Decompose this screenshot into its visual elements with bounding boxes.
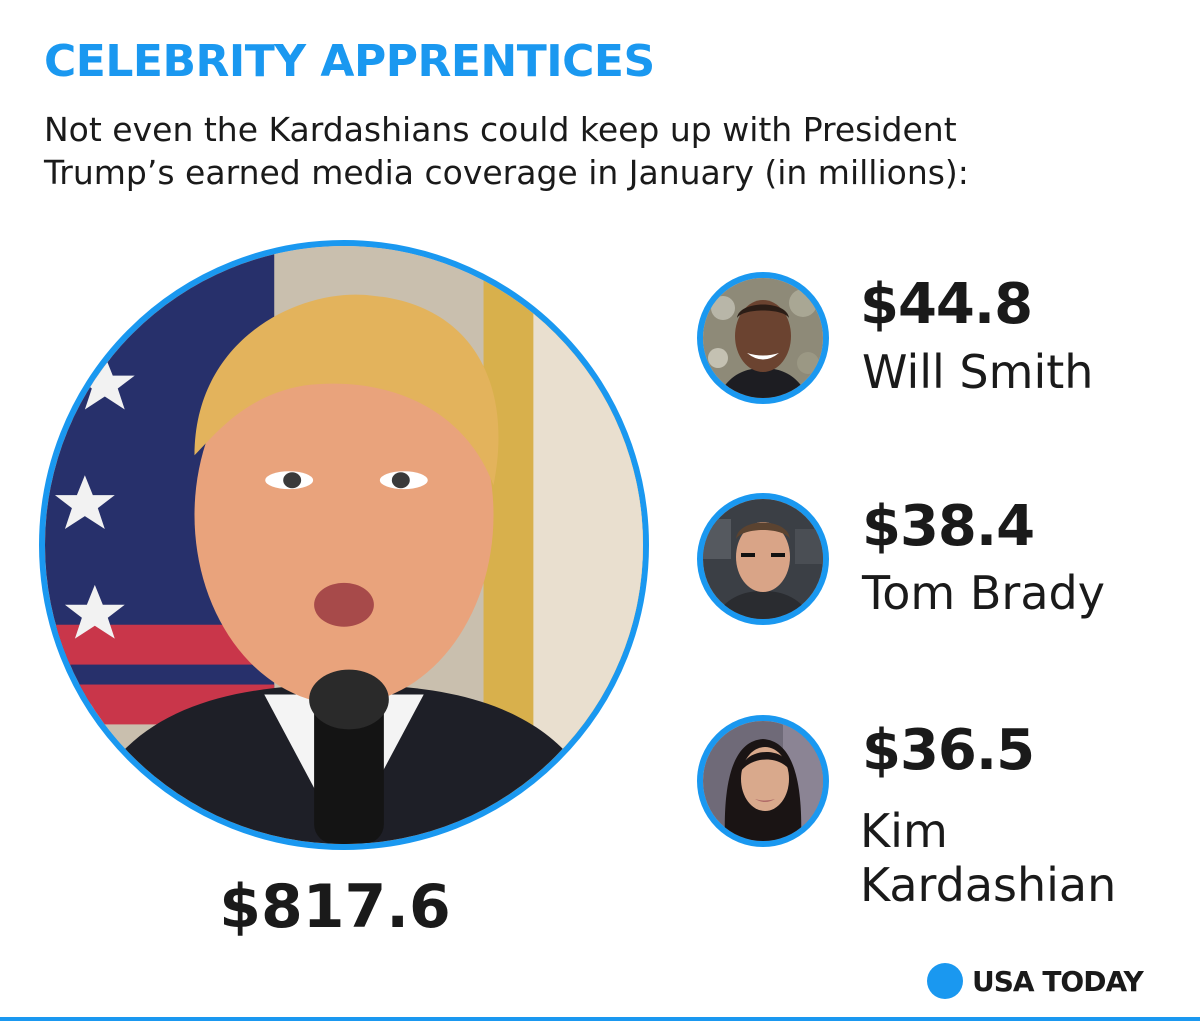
name-line: Kim	[860, 804, 948, 858]
subtitle: Not even the Kardashians could keep up w…	[44, 108, 1144, 194]
subtitle-line: Trump’s earned media coverage in January…	[44, 153, 969, 192]
kim-kardashian-photo	[697, 715, 829, 847]
name-label: Kim Kardashian	[860, 804, 1116, 912]
will-smith-photo	[697, 272, 829, 404]
bottom-divider	[0, 1017, 1200, 1021]
trump-photo	[39, 240, 649, 850]
tom-brady-photo	[697, 493, 829, 625]
page-title: CELEBRITY APPRENTICES	[44, 36, 655, 87]
name-label: Tom Brady	[862, 566, 1105, 620]
value-label: $36.5	[862, 718, 1035, 783]
value-label: $38.4	[862, 494, 1035, 559]
name-line: Will Smith	[862, 345, 1094, 399]
featured-value: $817.6	[219, 872, 451, 942]
subtitle-line: Not even the Kardashians could keep up w…	[44, 110, 957, 149]
logo-dot-icon	[927, 963, 963, 999]
logo-text: USA TODAY	[972, 964, 1144, 998]
name-label: Will Smith	[862, 345, 1093, 399]
name-line: Kardashian	[860, 858, 1117, 912]
usa-today-logo: USA TODAY	[927, 961, 1144, 1001]
value-label: $44.8	[860, 272, 1033, 337]
name-line: Tom Brady	[862, 566, 1105, 620]
